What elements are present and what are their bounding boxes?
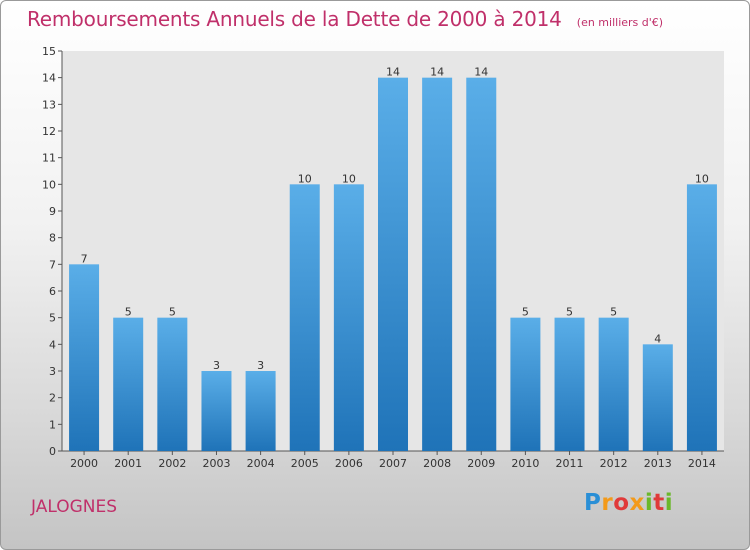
y-tick-label: 14: [42, 72, 56, 85]
bar-value-label: 14: [430, 66, 444, 79]
bar-value-label: 14: [386, 66, 400, 79]
y-tick-label: 10: [42, 178, 56, 191]
bar-value-label: 7: [81, 252, 88, 265]
x-tick-label: 2010: [511, 457, 539, 470]
bar-value-label: 14: [474, 66, 488, 79]
y-tick-label: 1: [49, 418, 56, 431]
y-tick-label: 3: [49, 365, 56, 378]
bar: [69, 264, 100, 451]
logo-letter: i: [664, 490, 674, 516]
y-tick-label: 4: [49, 338, 56, 351]
bar: [113, 317, 144, 451]
y-tick-label: 13: [42, 98, 56, 111]
chart-subtitle: (en milliers d'€): [576, 16, 664, 29]
y-tick-label: 5: [49, 312, 56, 325]
commune-name: JALOGNES: [31, 497, 118, 517]
bar-value-label: 5: [566, 306, 573, 319]
y-tick-label: 12: [42, 125, 56, 138]
bar: [378, 77, 408, 452]
x-tick-label: 2004: [247, 457, 275, 470]
logo-letter: x: [629, 490, 645, 516]
y-tick-label: 7: [49, 258, 56, 271]
x-tick-label: 2009: [467, 457, 495, 470]
x-tick-label: 2002: [158, 457, 186, 470]
chart-title: Remboursements Annuels de la Dette de 20…: [27, 7, 562, 31]
bar-value-label: 10: [342, 172, 356, 185]
bar-value-label: 5: [610, 306, 617, 319]
bar: [422, 77, 453, 452]
bar: [598, 317, 629, 451]
y-tick-label: 15: [42, 45, 56, 58]
x-tick-label: 2013: [644, 457, 672, 470]
logo-letter: o: [613, 490, 630, 516]
bar-value-label: 3: [257, 359, 264, 372]
y-tick-label: 9: [49, 205, 56, 218]
bar: [157, 317, 188, 451]
bar: [510, 317, 541, 451]
x-tick-label: 2005: [291, 457, 319, 470]
bar-value-label: 5: [125, 306, 132, 319]
bar-value-label: 5: [522, 306, 529, 319]
y-tick-label: 11: [42, 152, 56, 165]
x-tick-label: 2011: [556, 457, 584, 470]
x-tick-label: 2000: [70, 457, 98, 470]
x-tick-label: 2006: [335, 457, 363, 470]
bar: [466, 77, 497, 452]
x-tick-label: 2008: [423, 457, 451, 470]
x-tick-label: 2014: [688, 457, 716, 470]
logo-letter: i: [644, 490, 654, 516]
bar-value-label: 10: [695, 172, 709, 185]
chart-title-block: Remboursements Annuels de la Dette de 20…: [27, 7, 663, 31]
bar-value-label: 5: [169, 306, 176, 319]
bar-value-label: 4: [654, 332, 661, 345]
bar: [245, 371, 276, 451]
bar: [201, 371, 232, 451]
bar: [333, 184, 364, 452]
logo-letter: t: [653, 490, 665, 516]
y-tick-label: 2: [49, 392, 56, 405]
proxiti-logo: Proxiti: [584, 490, 673, 516]
bar-value-label: 10: [298, 172, 312, 185]
bar: [642, 344, 673, 451]
bar: [289, 184, 320, 452]
x-tick-label: 2012: [600, 457, 628, 470]
bar: [686, 184, 717, 452]
y-tick-label: 8: [49, 232, 56, 245]
logo-letter: P: [584, 490, 602, 516]
bar: [554, 317, 585, 451]
logo-letter: r: [601, 490, 614, 516]
y-tick-label: 0: [49, 445, 56, 458]
x-tick-label: 2007: [379, 457, 407, 470]
y-tick-label: 6: [49, 285, 56, 298]
bar-value-label: 3: [213, 359, 220, 372]
x-tick-label: 2001: [114, 457, 142, 470]
x-tick-label: 2003: [202, 457, 230, 470]
